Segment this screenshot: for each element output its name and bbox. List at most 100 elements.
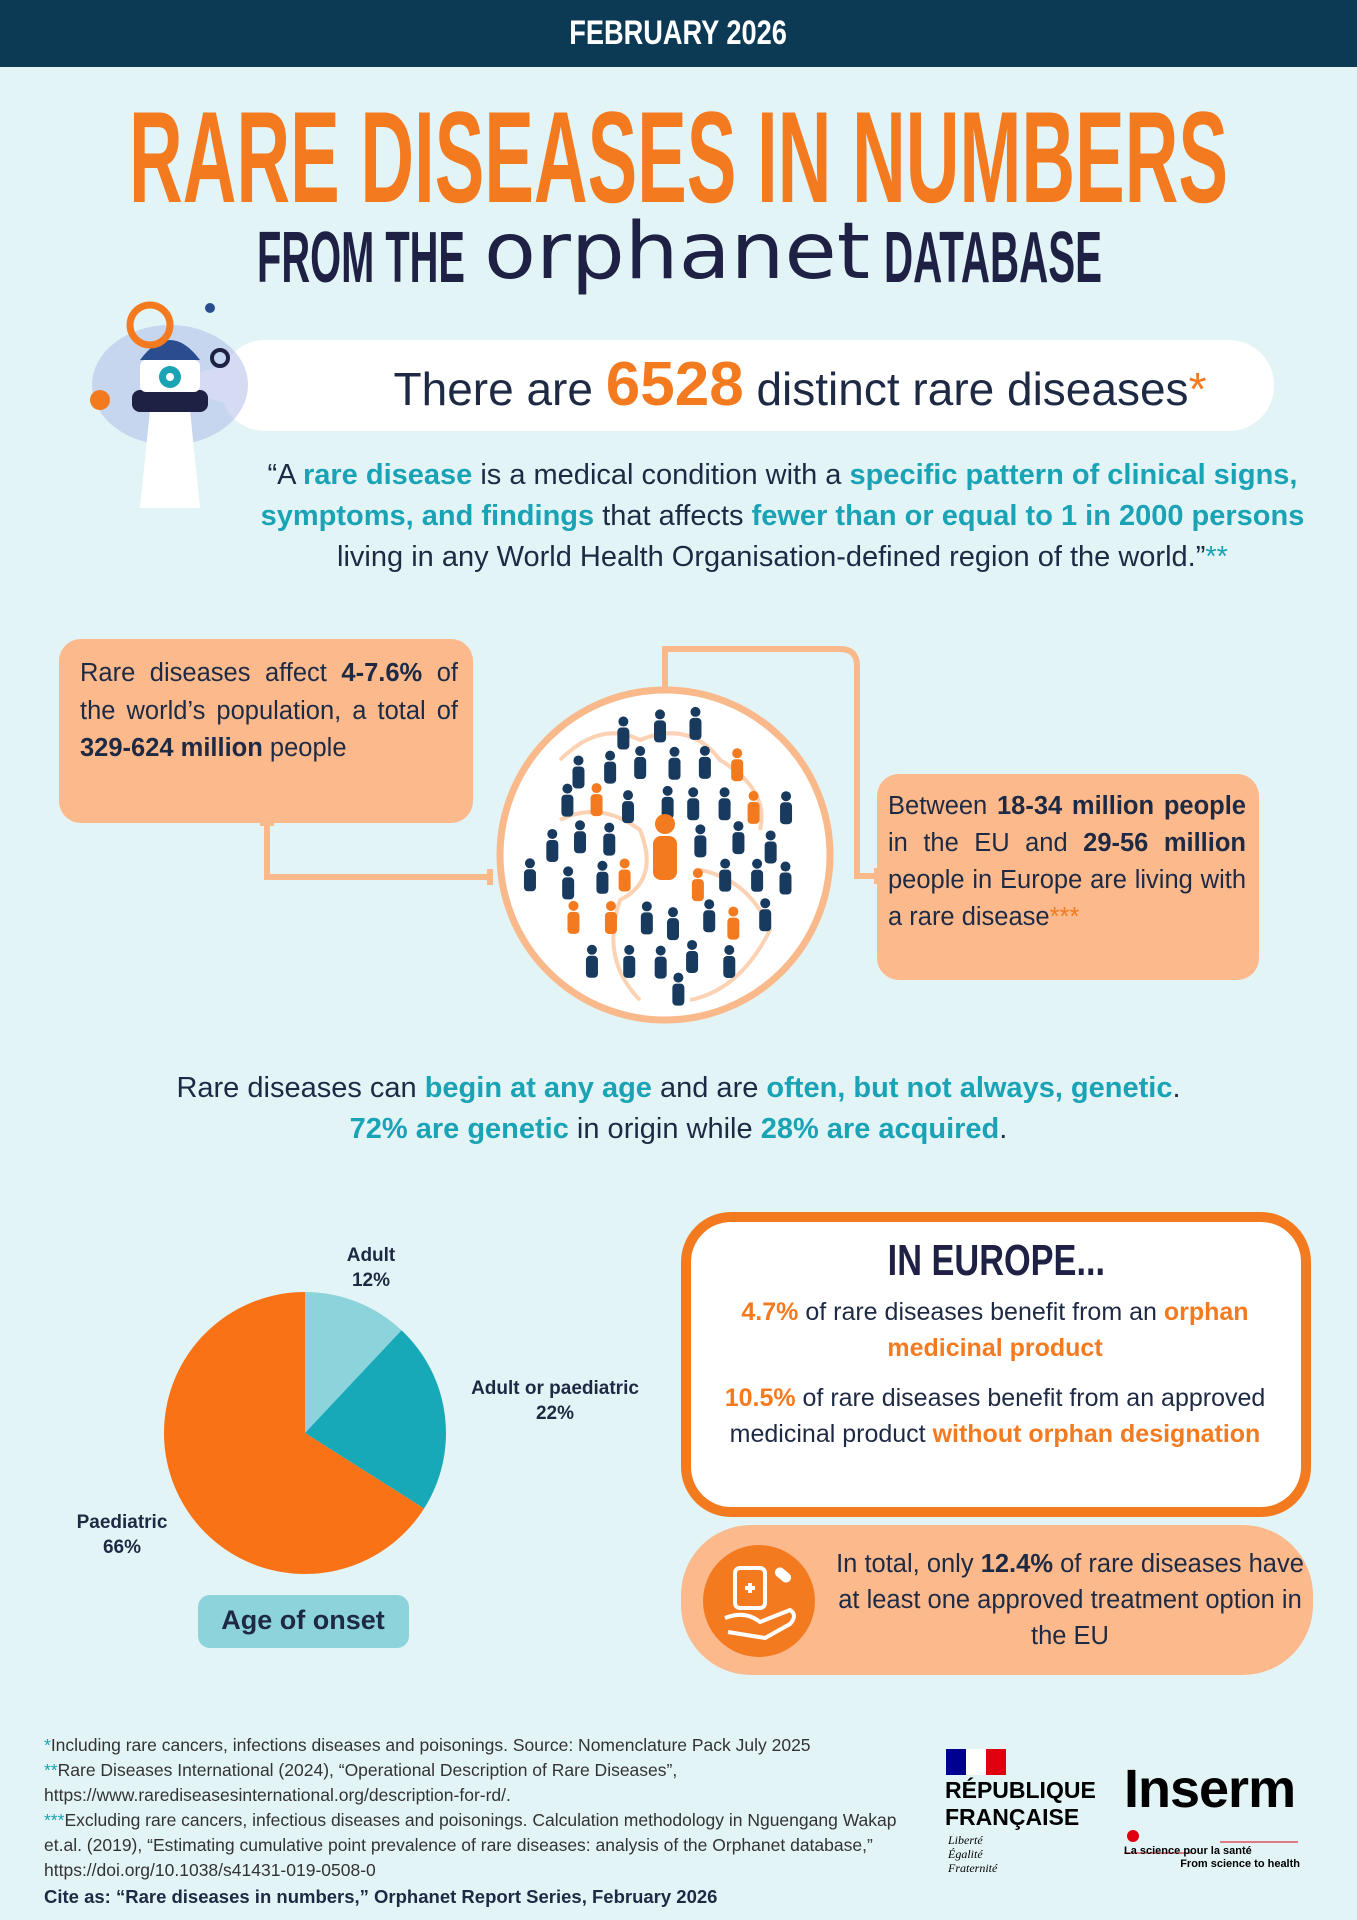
person-head xyxy=(586,944,597,955)
footnotes: *Including rare cancers, infections dise… xyxy=(44,1733,924,1909)
pie-slice xyxy=(305,1330,446,1509)
text-run: Between xyxy=(888,792,997,820)
person-body xyxy=(668,757,681,780)
banner-pill xyxy=(220,340,1274,431)
pie-value-label: 22% xyxy=(536,1403,574,1424)
person-head xyxy=(597,860,608,871)
text-run: of the world’s population, a total of xyxy=(80,659,458,725)
person-head xyxy=(624,944,635,955)
person-body xyxy=(751,869,764,892)
definition: “A rare disease is a medical condition w… xyxy=(245,455,1320,578)
person-head xyxy=(720,858,731,869)
person-body xyxy=(653,836,677,880)
text-run: often, but not always, genetic xyxy=(766,1072,1173,1104)
footnote: *Including rare cancers, infections dise… xyxy=(44,1733,924,1758)
connector xyxy=(260,820,493,885)
person-body xyxy=(654,720,667,743)
text-run: Rare diseases can xyxy=(176,1072,425,1104)
rf-line: RÉPUBLIQUE xyxy=(945,1777,1096,1803)
text-run: fewer than or equal to 1 in 2000 persons xyxy=(751,500,1305,532)
person-head xyxy=(699,745,710,756)
person-body xyxy=(687,798,700,821)
person-body xyxy=(723,955,736,978)
footnote-text: Rare Diseases International (2024), “Ope… xyxy=(44,1760,678,1805)
text-run: without orphan designation xyxy=(932,1420,1261,1448)
person-head xyxy=(655,945,666,956)
pie-title-pill xyxy=(198,1595,409,1648)
in-europe-lines: 4.7% of rare diseases benefit from an or… xyxy=(700,1294,1290,1452)
person-head xyxy=(780,861,791,872)
in-europe-title: IN EUROPE... xyxy=(887,1236,1105,1285)
person-body xyxy=(567,911,580,934)
text-run: 6528 xyxy=(605,350,744,419)
text-run: 29-56 million xyxy=(1083,829,1246,857)
person-body xyxy=(686,950,699,973)
person-body xyxy=(779,872,792,895)
person-body xyxy=(603,833,616,856)
person-head xyxy=(704,899,715,910)
person-head xyxy=(733,821,744,832)
orphanet-logo: orphanet xyxy=(484,207,870,297)
person-body xyxy=(604,761,617,784)
text-run: 28% are acquired xyxy=(760,1113,1000,1145)
text-run: ** xyxy=(1205,541,1228,573)
person-body xyxy=(622,801,635,824)
person-head xyxy=(732,748,743,759)
footnote: **Rare Diseases International (2024), “O… xyxy=(44,1758,924,1808)
footnote-text: Including rare cancers, infections disea… xyxy=(50,1735,811,1755)
person-head xyxy=(690,706,701,717)
text-run: *** xyxy=(1049,903,1080,931)
person-head xyxy=(748,790,759,801)
person-head xyxy=(695,824,706,835)
text-run: orphan medicinal product xyxy=(887,1298,1249,1362)
person-body xyxy=(732,832,745,855)
person-body xyxy=(617,727,630,750)
footnote-marker: ** xyxy=(44,1760,58,1780)
text-run: in origin while xyxy=(568,1113,761,1145)
text-run: There are xyxy=(393,363,606,415)
text-run: people xyxy=(262,734,347,762)
footnote-marker: * xyxy=(44,1735,51,1755)
person-head xyxy=(724,944,735,955)
total-box xyxy=(681,1525,1313,1675)
person-head xyxy=(618,716,629,727)
person-body xyxy=(604,911,617,934)
text-run: 10.5% xyxy=(724,1384,796,1412)
tagline-line: La science pour la santé xyxy=(1124,1845,1252,1857)
person-head xyxy=(605,900,616,911)
genetic-text: Rare diseases can begin at any age and a… xyxy=(0,1068,1357,1150)
person-body xyxy=(759,909,772,932)
person-head xyxy=(604,822,615,833)
person-body xyxy=(672,983,685,1006)
text-run: begin at any age xyxy=(424,1072,652,1104)
rf-flag xyxy=(946,1749,1006,1775)
europe-text: Between 18-34 million people in the EU a… xyxy=(888,788,1246,936)
world-text: Rare diseases affect 4-7.6% of the world… xyxy=(80,655,458,768)
person-head xyxy=(655,709,666,720)
person-head xyxy=(655,814,675,834)
pie-value-label: 12% xyxy=(352,1270,390,1291)
text-run: “A xyxy=(267,459,303,491)
pie-label: Paediatric xyxy=(77,1512,168,1533)
rf-motto: Liberté Égalité Fraternité xyxy=(948,1833,997,1875)
text-run: 4.7% xyxy=(741,1298,799,1326)
text-run: of rare diseases have at least one appro… xyxy=(838,1550,1304,1650)
person-body xyxy=(523,869,536,892)
header-date-text: FEBRUARY 2026 xyxy=(569,14,788,52)
text-run: and are xyxy=(651,1072,767,1104)
text-run: 329-624 million xyxy=(80,734,263,762)
person-head xyxy=(760,898,771,909)
text-run: of rare diseases benefit from an approve… xyxy=(729,1384,1266,1448)
text-run: specific pattern of clinical signs, symp… xyxy=(260,459,1298,532)
text-run: living in any World Health Organisation-… xyxy=(337,541,1206,573)
person-head xyxy=(575,820,586,831)
text-run: In total, only xyxy=(836,1550,981,1578)
person-head xyxy=(547,828,558,839)
globe xyxy=(496,686,834,1024)
person-head xyxy=(781,791,792,802)
person-head xyxy=(728,906,739,917)
pie-label: Adult or paediatric xyxy=(471,1378,639,1399)
text-run: 18-34 million people xyxy=(996,792,1246,820)
